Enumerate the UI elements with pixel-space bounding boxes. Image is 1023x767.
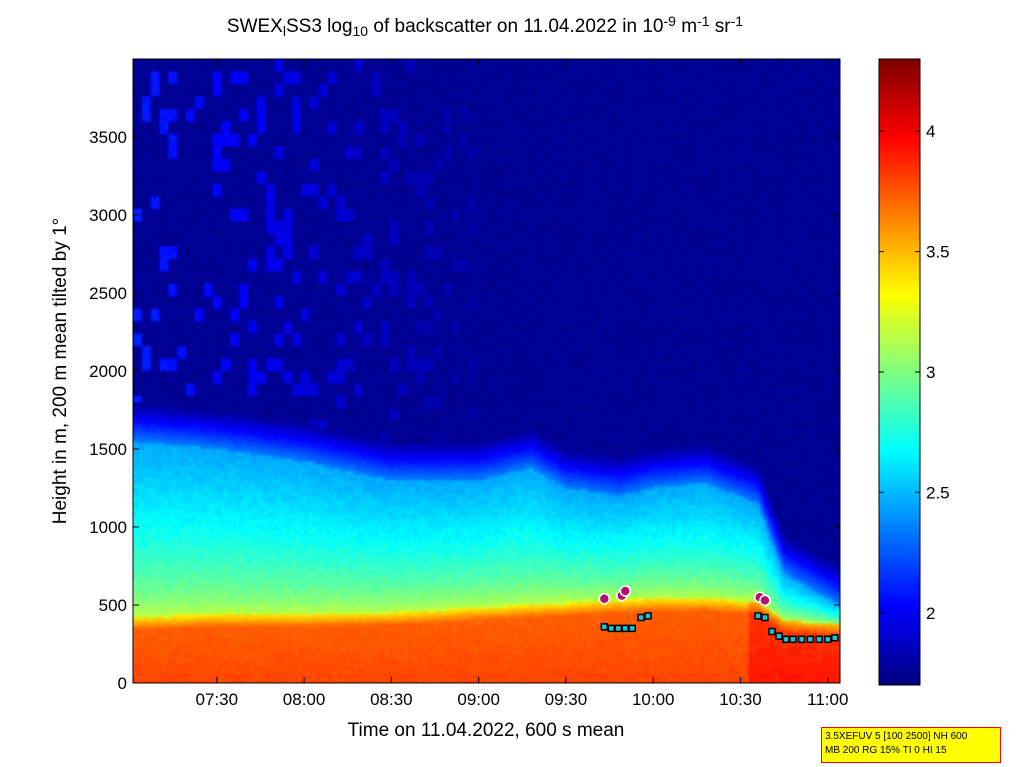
y-tick-label: 3000 [89, 206, 127, 225]
colorbar-tick-label: 3.5 [926, 243, 950, 262]
cloud-base-marker [637, 613, 645, 622]
y-tick-label: 1500 [89, 440, 127, 459]
x-tick-label: 08:00 [283, 690, 326, 709]
cloud-base-marker [614, 624, 623, 633]
info-box: 3.5XEFUV 5 [100 2500] NH 600 MB 200 RG 1… [821, 727, 1001, 763]
x-tick-label: 10:30 [719, 690, 762, 709]
cloud-base-marker [775, 632, 783, 640]
cloud-base-marker [754, 612, 762, 620]
title-part: of backscatter on 11.04.2022 in 10 [368, 16, 663, 37]
x-tick-label: 11:00 [807, 690, 848, 709]
title-part: SWEX [227, 16, 283, 37]
cloud-base-marker [768, 627, 776, 636]
x-tick-label: 09:30 [545, 690, 588, 709]
y-axis: 0 500 1000 1500 2000 2500 3000 3500 [89, 128, 840, 693]
info-line-2: MB 200 RG 15% TI 0 HI 15 [825, 745, 947, 756]
info-line-1: 3.5XEFUV 5 [100 2500] NH 600 [825, 731, 968, 742]
colorbar-ticks: 2 2.5 3 3.5 4 [879, 122, 950, 623]
cloud-top-marker [619, 585, 632, 597]
x-axis-label: Time on 11.04.2022, 600 s mean [348, 720, 625, 741]
x-axis: 07:30 08:00 08:30 09:00 09:30 10:00 10:30 11:00 [196, 59, 848, 709]
cloud-base-marker [831, 634, 839, 642]
colorbar-gradient [879, 59, 920, 685]
cloud-base-marker [789, 635, 797, 644]
x-tick-label: 07:30 [196, 690, 239, 709]
cloud-base-marker [824, 635, 832, 644]
y-axis-label: Height in m, 200 m mean tilted by 1° [50, 218, 71, 524]
cloud-base-marker [600, 623, 609, 631]
title-part: -1 [697, 13, 710, 29]
y-tick-label: 500 [99, 596, 127, 615]
cloud-base-marker [621, 624, 630, 633]
title-part: m [676, 16, 697, 37]
title-part: 10 [353, 23, 369, 39]
title-part: -1 [731, 13, 744, 29]
x-tick-label: 09:00 [457, 690, 500, 709]
y-tick-label: 0 [118, 674, 127, 693]
cloud-top-marker [759, 594, 771, 607]
y-tick-label: 2000 [89, 362, 127, 381]
cloud-base-marker [607, 624, 616, 633]
colorbar-tick-label: 4 [926, 122, 935, 141]
cloud-base-marker [815, 635, 823, 644]
chart-title: SWEXlSS3 log10 of backscatter on 11.04.2… [227, 13, 743, 39]
colorbar-tick-label: 2.5 [926, 483, 950, 502]
colorbar: 2 2.5 3 3.5 4 [878, 58, 950, 686]
colorbar-tick-label: 2 [926, 604, 935, 623]
title-part: sr [710, 16, 732, 37]
heatmap-image [133, 59, 840, 683]
colorbar-tick-label: 3 [926, 363, 935, 382]
y-tick-label: 2500 [89, 284, 127, 303]
y-tick-label: 1000 [89, 518, 127, 537]
title-part: l [283, 23, 286, 39]
cloud-base-marker [797, 635, 806, 644]
plot-area: 07:30 08:00 08:30 09:00 09:30 10:00 10:30 11:00… [89, 58, 848, 709]
x-tick-label: 08:30 [370, 690, 413, 709]
cloud-base-marker [782, 635, 790, 644]
y-tick-label: 3500 [89, 128, 127, 147]
cloud-base-marker [644, 612, 652, 620]
cloud-top-marker [598, 593, 611, 605]
cloud-base-marker [806, 635, 815, 644]
x-tick-label: 10:00 [632, 690, 675, 709]
title-part: -9 [664, 13, 677, 29]
cloud-base-marker [628, 624, 637, 633]
cloud-base-marker [761, 613, 769, 622]
cloud-markers [598, 585, 839, 644]
title-part: SS3 log [286, 16, 353, 37]
